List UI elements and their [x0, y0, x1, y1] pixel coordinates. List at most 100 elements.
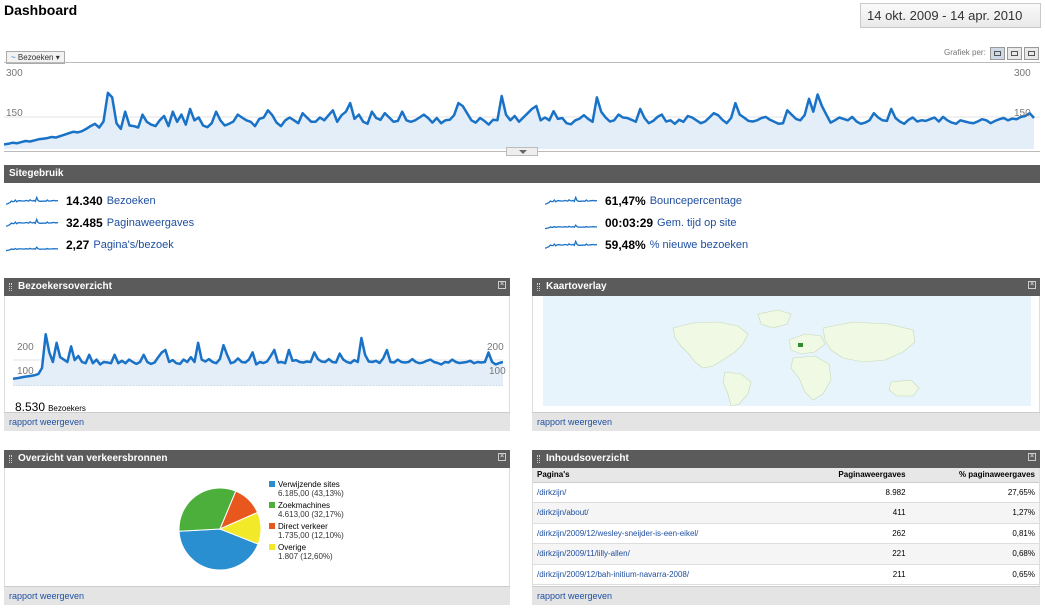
metric-dropdown[interactable]: ~ Bezoeken ▾: [6, 51, 65, 64]
sparkline-path: [545, 224, 597, 230]
report-link[interactable]: rapport weergeven: [537, 417, 613, 427]
map-asia[interactable]: [822, 321, 916, 363]
close-icon[interactable]: ×: [1028, 453, 1036, 461]
map-africa[interactable]: [790, 355, 832, 401]
column-header-pages[interactable]: Pagina's: [533, 468, 794, 483]
panel-body: Pagina's Paginaweergaves % paginaweergav…: [532, 468, 1040, 586]
panel-footer: rapport weergeven: [532, 586, 1040, 605]
legend-item[interactable]: Verwijzende sites 6.185,00 (43,13%): [269, 480, 344, 498]
panel-header[interactable]: Bezoekersoverzicht ×: [4, 278, 510, 296]
map-europe[interactable]: [788, 333, 826, 355]
stat-new-visits[interactable]: 59,48% % nieuwe bezoeken: [545, 234, 1040, 256]
panel-header[interactable]: Overzicht van verkeersbronnen ×: [4, 450, 510, 468]
close-icon[interactable]: ×: [1028, 281, 1036, 289]
legend-name: Verwijzende sites: [278, 480, 340, 489]
map-north-america[interactable]: [672, 321, 749, 369]
pct-cell: 0,65%: [909, 564, 1039, 585]
column-header-pct-pageviews[interactable]: % paginaweergaves: [909, 468, 1039, 483]
legend-item[interactable]: Direct verkeer 1.735,00 (12,10%): [269, 522, 344, 540]
stat-label[interactable]: Gem. tijd op site: [657, 217, 737, 229]
map-australia[interactable]: [888, 379, 920, 397]
panel-body: Verwijzende sites 6.185,00 (43,13%) Zoek…: [4, 468, 510, 586]
pct-cell: 27,65%: [909, 482, 1039, 503]
page-link[interactable]: /dirkzijn/about/: [533, 502, 794, 524]
traffic-pie-chart[interactable]: [175, 484, 265, 574]
y-tick-right-150: 150: [1014, 108, 1031, 119]
stat-bounce-rate[interactable]: 61,47% Bouncepercentage: [545, 190, 1040, 212]
content-table: Pagina's Paginaweergaves % paginaweergav…: [533, 468, 1039, 585]
legend-item[interactable]: Overige 1.807 (12,60%): [269, 543, 344, 561]
panel-header[interactable]: Kaartoverlay ×: [532, 278, 1040, 296]
stat-value: 14.340: [66, 194, 103, 208]
report-link[interactable]: rapport weergeven: [537, 591, 613, 601]
visitors-graph-line: [13, 332, 503, 381]
stat-value: 2,27: [66, 238, 90, 252]
panel-footer: rapport weergeven: [532, 412, 1040, 431]
legend-swatch: [269, 481, 275, 487]
stat-pages-per-visit[interactable]: 2,27 Pagina's/bezoek: [6, 234, 526, 256]
date-range-selector[interactable]: 14 okt. 2009 - 14 apr. 2010: [860, 3, 1041, 28]
visitors-graph-area: [13, 334, 503, 386]
graph-collapse-handle[interactable]: [506, 147, 538, 156]
main-graph-svg: [3, 91, 1040, 149]
stat-value: 61,47%: [605, 194, 646, 208]
drag-handle-icon[interactable]: [9, 455, 12, 463]
stat-visits[interactable]: 14.340 Bezoeken: [6, 190, 526, 212]
visitors-overview-panel: Bezoekersoverzicht × 200 100 200 100 8.5…: [4, 278, 510, 431]
stat-label[interactable]: Pagina's/bezoek: [93, 239, 174, 251]
page-link[interactable]: /dirkzijn/2009/12/wesley-sneijder-is-een…: [533, 523, 794, 544]
drag-handle-icon[interactable]: [537, 283, 540, 291]
report-link[interactable]: rapport weergeven: [9, 591, 85, 601]
sparkline-new-visits: [545, 239, 597, 249]
table-row: /dirkzijn/about/ 411 1,27%: [533, 502, 1039, 524]
traffic-sources-panel: Overzicht van verkeersbronnen × Verwijze…: [4, 450, 510, 605]
graph-month-button[interactable]: [1024, 47, 1039, 60]
main-visits-graph[interactable]: [3, 62, 1040, 152]
week-icon: [1011, 51, 1018, 56]
main-graph-line: [3, 91, 1035, 146]
y-tick-100: 100: [17, 366, 34, 377]
pie-slice[interactable]: [178, 487, 237, 532]
day-icon: [994, 51, 1001, 56]
pageviews-cell: 411: [793, 502, 910, 524]
stat-label[interactable]: Bezoeken: [106, 195, 156, 207]
column-header-pageviews[interactable]: Paginaweergaves: [793, 468, 910, 483]
pie-slice[interactable]: [178, 528, 259, 571]
legend-swatch: [269, 544, 275, 550]
panel-title: Inhoudsoverzicht: [546, 453, 629, 464]
close-icon[interactable]: ×: [498, 281, 506, 289]
drag-handle-icon[interactable]: [537, 455, 540, 463]
legend-swatch: [269, 502, 275, 508]
stat-avg-time[interactable]: 00:03:29 Gem. tijd op site: [545, 212, 1040, 234]
pie-slice[interactable]: [218, 511, 262, 545]
y-tick-left-150: 150: [6, 108, 23, 119]
panel-title: Bezoekersoverzicht: [18, 281, 112, 292]
sparkline-visits: [6, 195, 58, 205]
page-link[interactable]: /dirkzijn/2009/12/bah-initium-navarra-20…: [533, 564, 794, 585]
world-map[interactable]: [543, 296, 1031, 406]
report-link[interactable]: rapport weergeven: [9, 417, 85, 427]
graph-week-button[interactable]: [1007, 47, 1022, 60]
map-highlight-netherlands[interactable]: [798, 343, 803, 347]
site-usage-header: Sitegebruik: [4, 165, 1040, 183]
page-title: Dashboard: [4, 2, 78, 18]
close-icon[interactable]: ×: [498, 453, 506, 461]
page-link[interactable]: /dirkzijn/: [533, 482, 794, 503]
legend-item[interactable]: Zoekmachines 4.613,00 (32,17%): [269, 501, 344, 519]
stat-label[interactable]: Paginaweergaves: [106, 217, 195, 229]
stat-pageviews[interactable]: 32.485 Paginaweergaves: [6, 212, 526, 234]
panel-title: Overzicht van verkeersbronnen: [18, 453, 168, 464]
stat-label[interactable]: Bouncepercentage: [649, 195, 743, 207]
stat-label[interactable]: % nieuwe bezoeken: [649, 239, 749, 251]
panel-header[interactable]: Inhoudsoverzicht ×: [532, 450, 1040, 468]
y-tick-100-right: 100: [489, 366, 506, 377]
drag-handle-icon[interactable]: [9, 283, 12, 291]
sparkline-path: [545, 195, 597, 205]
sparkline-pageviews: [6, 217, 58, 227]
page-link[interactable]: /dirkzijn/2009/11/lilly-allen/: [533, 543, 794, 565]
y-tick-200: 200: [17, 342, 34, 353]
map-south-america[interactable]: [722, 371, 752, 406]
map-greenland[interactable]: [757, 309, 792, 329]
pct-cell: 0,81%: [909, 523, 1039, 544]
graph-day-button[interactable]: [990, 47, 1005, 60]
